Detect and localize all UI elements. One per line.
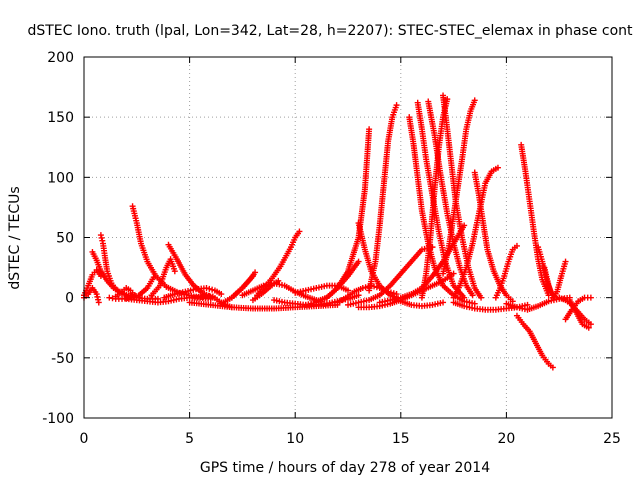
data-arc — [161, 285, 225, 301]
data-point — [513, 242, 520, 249]
data-point — [444, 96, 451, 103]
data-point — [296, 228, 303, 235]
data-point — [469, 292, 476, 299]
data-point — [471, 97, 478, 104]
chart-title: dSTEC Iono. truth (lpal, Lon=342, Lat=28… — [27, 23, 633, 39]
data-point — [93, 291, 100, 298]
data-point — [203, 285, 210, 292]
data-point — [562, 258, 569, 265]
data-arc — [541, 258, 569, 301]
data-arc — [148, 256, 178, 299]
data-arc — [518, 141, 552, 299]
data-point-marker — [95, 296, 102, 303]
y-tick-label: 150 — [47, 110, 74, 126]
y-tick-label: -50 — [51, 351, 74, 367]
data-point — [566, 294, 573, 301]
x-tick-label: 20 — [497, 431, 515, 447]
data-point — [345, 287, 351, 294]
x-axis-label: GPS time / hours of day 278 of year 2014 — [200, 460, 490, 476]
data-point — [450, 270, 457, 277]
data-arc — [471, 169, 516, 305]
y-tick-label: 0 — [65, 291, 74, 307]
data-arc — [440, 92, 485, 301]
data-point — [366, 126, 373, 133]
data-arc — [249, 277, 282, 304]
data-point — [587, 294, 594, 301]
data-arc — [513, 312, 556, 371]
data-point-marker — [133, 293, 140, 300]
data-point — [494, 164, 501, 171]
data-arc — [440, 97, 478, 277]
data-arc — [313, 126, 373, 305]
x-tick-label: 5 — [185, 431, 194, 447]
y-tick-label: 200 — [47, 50, 74, 66]
data-point-marker — [209, 286, 216, 293]
axis-ticks: 0 5 10 15 20 25 -100 -50 0 50 100 150 200 — [42, 50, 621, 447]
x-tick-label: 10 — [286, 431, 304, 447]
data-point — [171, 268, 178, 275]
data-series — [81, 92, 594, 371]
data-point — [275, 277, 282, 284]
data-point — [549, 364, 556, 371]
data-point — [355, 258, 362, 265]
data-arc — [366, 102, 400, 294]
data-point-marker — [98, 234, 105, 241]
data-arc — [414, 99, 468, 301]
y-tick-label: 50 — [56, 231, 74, 247]
x-tick-label: 15 — [392, 431, 410, 447]
data-arc — [492, 242, 520, 301]
data-point — [461, 222, 468, 229]
y-tick-label: -100 — [42, 411, 74, 427]
data-point — [478, 294, 485, 301]
data-point-marker — [99, 237, 106, 244]
data-point — [355, 292, 362, 299]
data-point — [393, 102, 400, 109]
x-tick-label: 25 — [603, 431, 621, 447]
data-point — [218, 291, 225, 298]
y-axis-label: dSTEC / TECUs — [7, 186, 23, 289]
y-tick-label: 100 — [47, 170, 74, 186]
data-arc — [450, 164, 501, 301]
data-arc — [418, 96, 451, 301]
data-point — [585, 324, 592, 331]
data-point-marker — [94, 293, 101, 300]
data-point — [97, 232, 104, 239]
data-point — [150, 274, 157, 281]
data-arc — [566, 297, 592, 331]
data-point-marker — [390, 290, 397, 297]
data-point — [587, 321, 594, 328]
data-point — [95, 299, 102, 306]
data-arc — [228, 269, 259, 301]
data-arc — [123, 294, 214, 306]
data-point — [252, 269, 259, 276]
x-tick-label: 0 — [80, 431, 89, 447]
data-point-marker — [362, 284, 369, 291]
data-point — [440, 299, 447, 306]
data-point-marker — [206, 285, 213, 292]
data-point — [359, 285, 366, 292]
data-arc — [97, 232, 161, 302]
data-arc — [503, 294, 573, 313]
data-point — [461, 294, 468, 301]
